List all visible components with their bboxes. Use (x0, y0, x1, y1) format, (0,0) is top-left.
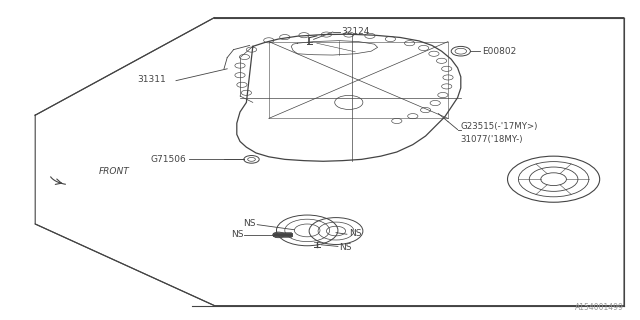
Text: NS: NS (230, 230, 243, 239)
Text: A154001499: A154001499 (575, 303, 624, 312)
Text: G71506: G71506 (150, 155, 186, 164)
Text: 31077('18MY-): 31077('18MY-) (461, 135, 524, 144)
Text: E00802: E00802 (483, 47, 517, 56)
Text: NS: NS (243, 220, 256, 228)
Text: 32124: 32124 (342, 27, 370, 36)
Text: FRONT: FRONT (99, 167, 130, 176)
Text: NS: NS (339, 243, 352, 252)
Text: NS: NS (349, 229, 362, 238)
Text: G23515(-'17MY>): G23515(-'17MY>) (461, 122, 538, 131)
Text: 31311: 31311 (138, 76, 166, 84)
